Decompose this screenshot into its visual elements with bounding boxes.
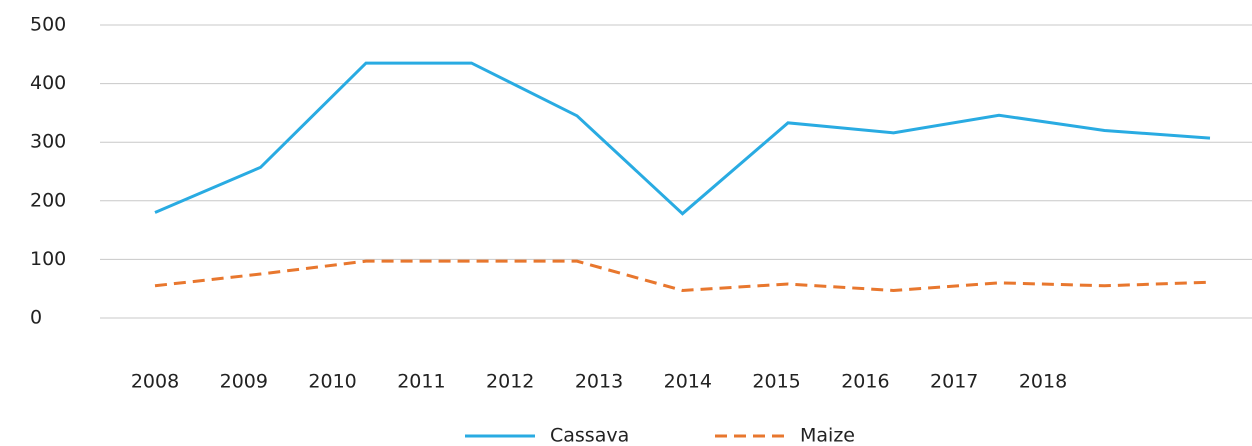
x-tick-label: 2017 bbox=[930, 371, 978, 393]
legend-label: Maize bbox=[800, 425, 855, 446]
y-tick-label: 400 bbox=[30, 72, 66, 94]
x-tick-label: 2010 bbox=[308, 371, 356, 393]
y-tick-label: 500 bbox=[30, 14, 66, 36]
series-line bbox=[154, 259, 1211, 292]
x-tick-label: 2015 bbox=[752, 371, 800, 393]
x-tick-label: 2016 bbox=[841, 371, 889, 393]
x-tick-label: 2018 bbox=[1019, 371, 1067, 393]
legend-label: Cassava bbox=[550, 425, 629, 446]
x-tick-label: 2013 bbox=[575, 371, 623, 393]
series-line bbox=[154, 61, 1211, 216]
y-tick-label: 200 bbox=[30, 189, 66, 211]
y-tick-label: 300 bbox=[30, 131, 66, 153]
y-tick-label: 100 bbox=[30, 248, 66, 270]
x-tick-label: 2012 bbox=[486, 371, 534, 393]
x-tick-label: 2009 bbox=[220, 371, 268, 393]
x-tick-label: 2014 bbox=[664, 371, 712, 393]
x-tick-label: 2008 bbox=[131, 371, 179, 393]
x-tick-label: 2011 bbox=[397, 371, 445, 393]
y-tick-label: 0 bbox=[30, 307, 42, 329]
